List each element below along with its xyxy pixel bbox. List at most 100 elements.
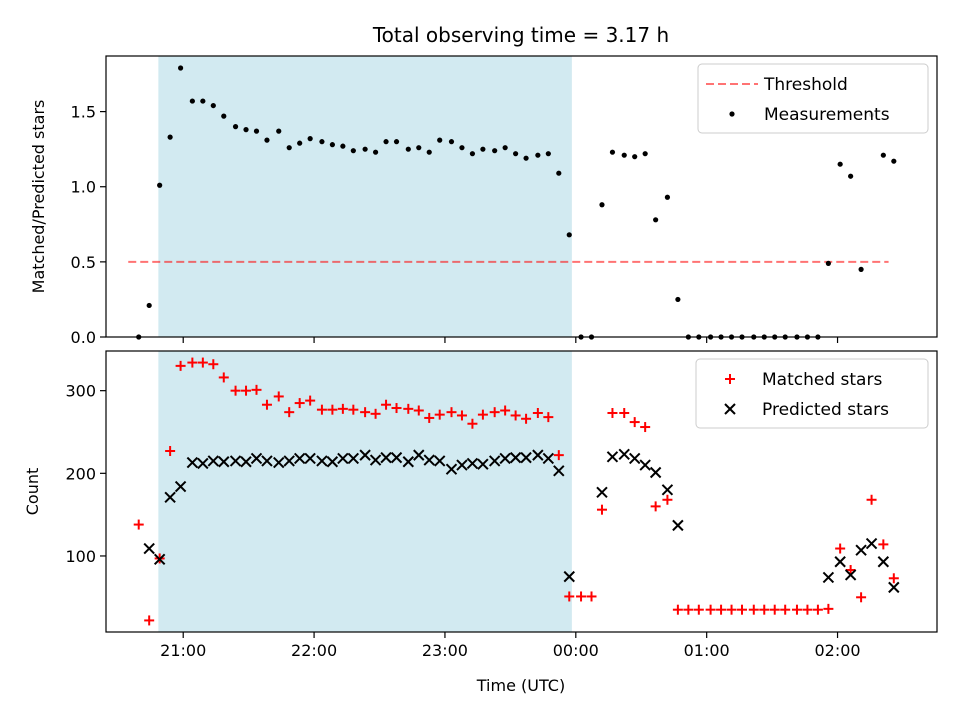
ratio-panel: 0.0 0.5 1.0 1.5 Matched/Predicted stars Thres… <box>29 55 938 347</box>
data-point <box>434 455 446 467</box>
data-point <box>489 407 500 418</box>
x-tick-label: 02:00 <box>814 641 860 660</box>
data-point <box>469 151 476 157</box>
data-point <box>716 604 727 615</box>
legend-entry: Predicted stars <box>724 400 889 420</box>
axes-frame <box>105 350 938 633</box>
data-point <box>347 452 360 465</box>
data-point <box>576 591 587 602</box>
data-point <box>240 456 252 468</box>
data-point <box>705 604 716 615</box>
data-point <box>607 407 618 418</box>
data-point <box>621 152 627 158</box>
data-point <box>586 591 597 602</box>
data-point <box>650 501 661 512</box>
data-point <box>381 399 392 410</box>
data-point <box>402 456 415 468</box>
legend-entry: Matched stars <box>725 370 882 390</box>
data-point <box>880 152 886 158</box>
observing-interval-shade <box>158 56 572 337</box>
data-point <box>359 449 371 461</box>
legend-label: Measurements <box>764 105 890 125</box>
data-point <box>316 404 327 415</box>
data-point <box>502 145 508 151</box>
data-point <box>477 409 488 420</box>
data-point <box>769 604 780 615</box>
legend-box <box>695 358 929 429</box>
data-point <box>337 403 348 414</box>
data-point <box>448 139 455 145</box>
x-tick-label: 23:00 <box>422 641 468 660</box>
y-axis-label: Count <box>23 468 42 516</box>
data-point <box>532 449 544 461</box>
data-point <box>596 504 607 515</box>
data-point <box>261 399 272 410</box>
data-point <box>661 484 674 496</box>
data-point <box>563 570 575 583</box>
data-point <box>466 457 479 470</box>
legend-entry: Measurements <box>729 105 890 125</box>
data-point <box>556 170 562 176</box>
data-point <box>737 604 748 615</box>
data-point <box>844 569 857 581</box>
data-point <box>264 137 270 143</box>
data-point <box>848 173 854 179</box>
legend-label: Matched stars <box>762 370 882 390</box>
data-point <box>488 455 501 467</box>
data-point <box>532 407 543 418</box>
data-point <box>218 456 230 468</box>
data-point <box>437 137 443 143</box>
data-point <box>383 139 389 145</box>
data-point <box>329 142 335 148</box>
data-point <box>175 360 186 371</box>
data-point <box>456 459 468 471</box>
x-tick-label: 21:00 <box>160 641 206 660</box>
data-point <box>326 456 339 468</box>
y-tick-label: 200 <box>65 464 96 483</box>
data-point <box>675 296 681 303</box>
data-point <box>167 134 173 140</box>
legend-marker <box>725 374 735 384</box>
data-point <box>210 102 216 109</box>
legend-entry: Threshold <box>706 75 848 95</box>
x-axis-label: Time (UTC) <box>476 676 565 695</box>
data-point <box>413 449 425 461</box>
data-point <box>858 266 864 272</box>
data-point <box>500 405 511 416</box>
data-point <box>261 455 273 467</box>
data-point <box>133 519 144 530</box>
series-matched-stars <box>133 357 899 626</box>
data-point <box>273 456 285 469</box>
data-point <box>348 404 359 415</box>
data-point <box>456 410 467 421</box>
data-point <box>307 136 313 142</box>
data-point <box>144 615 155 626</box>
data-point <box>726 604 737 615</box>
data-point <box>837 161 843 167</box>
data-point <box>564 591 575 602</box>
data-point <box>276 128 282 134</box>
data-point <box>445 463 458 475</box>
data-point <box>628 452 641 465</box>
data-point <box>606 451 619 463</box>
data-point <box>596 486 608 499</box>
data-point <box>632 154 638 160</box>
legend: Matched stars Predicted stars <box>695 358 929 429</box>
data-point <box>759 604 770 615</box>
data-point <box>283 455 295 467</box>
data-point <box>337 452 349 465</box>
data-point <box>350 148 356 154</box>
data-point <box>327 404 338 415</box>
data-point <box>856 592 867 603</box>
data-point <box>619 407 630 418</box>
data-point <box>380 451 392 464</box>
data-point <box>599 202 605 208</box>
data-point <box>834 556 846 568</box>
data-point <box>372 149 379 155</box>
data-point <box>253 128 260 134</box>
data-point <box>642 151 648 157</box>
data-point <box>662 494 673 505</box>
data-point <box>845 565 856 576</box>
data-point <box>780 604 791 615</box>
